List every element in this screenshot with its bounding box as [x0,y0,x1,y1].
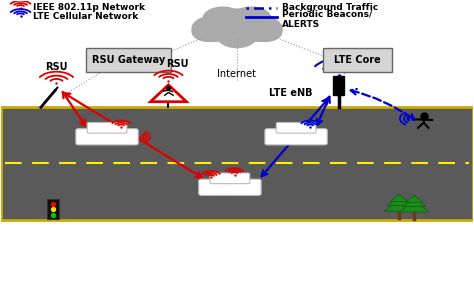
FancyBboxPatch shape [323,48,392,72]
FancyBboxPatch shape [76,129,138,145]
Circle shape [192,22,225,41]
Circle shape [203,7,243,31]
FancyBboxPatch shape [265,129,327,145]
Circle shape [192,16,235,41]
Circle shape [239,16,282,41]
Circle shape [231,7,271,31]
Polygon shape [402,197,426,206]
FancyBboxPatch shape [210,173,250,184]
FancyBboxPatch shape [199,179,261,195]
Circle shape [209,9,265,43]
FancyBboxPatch shape [276,122,316,133]
Text: Background Traffic: Background Traffic [282,3,378,12]
FancyBboxPatch shape [46,199,59,219]
Circle shape [249,22,282,41]
Polygon shape [399,201,429,212]
Text: LTE eNB: LTE eNB [269,88,313,98]
Text: LTE Core: LTE Core [334,55,381,65]
Polygon shape [151,85,186,102]
Bar [0,107,474,220]
Text: RSU: RSU [46,62,68,72]
Text: RSU: RSU [166,60,189,69]
Bar [333,76,344,95]
Polygon shape [406,195,423,202]
Polygon shape [384,201,414,211]
Polygon shape [387,197,411,206]
Text: IEEE 802.11p Network: IEEE 802.11p Network [33,3,145,12]
FancyBboxPatch shape [86,48,171,72]
Text: Internet: Internet [218,69,256,79]
Text: RSU Gateway: RSU Gateway [91,55,165,65]
Polygon shape [391,194,408,201]
FancyBboxPatch shape [87,122,127,133]
Text: LTE Cellular Network: LTE Cellular Network [33,12,138,21]
Circle shape [217,24,257,48]
Text: Periodic Beacons/
ALERTS: Periodic Beacons/ ALERTS [282,9,372,29]
